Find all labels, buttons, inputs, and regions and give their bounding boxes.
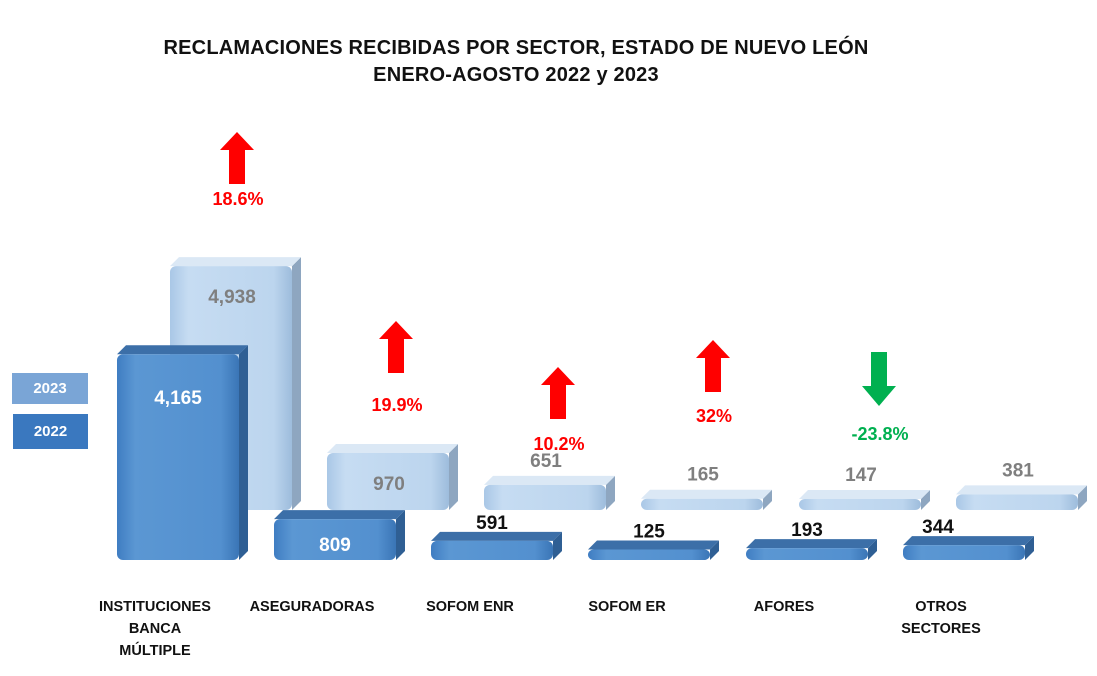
bar-2023: [641, 489, 772, 510]
data-label-2022: 125: [633, 522, 665, 543]
bar-2022-side: [239, 345, 248, 560]
category-label-line: SECTORES: [901, 621, 981, 637]
bar-2023-top: [799, 490, 930, 500]
bar-2023-top: [327, 444, 458, 453]
arrow-up-icon: [541, 367, 575, 419]
bar-2023-top: [484, 475, 615, 485]
bar-2022-side: [868, 539, 877, 560]
data-label-2023: 970: [373, 474, 405, 495]
bar-2023-side: [763, 489, 772, 510]
change-label: 32%: [696, 406, 732, 426]
bar-2022: [588, 540, 719, 560]
data-label-2023: 381: [1002, 460, 1034, 481]
bar-2023-side: [1078, 485, 1087, 510]
legend-label-2023: 2023: [33, 380, 67, 397]
legend-2023: 2023: [12, 373, 88, 404]
bar-2022-side: [553, 531, 562, 560]
bar-2023-side: [606, 475, 615, 510]
bar-2023-top: [641, 489, 772, 499]
bar-2023-front: [327, 453, 449, 510]
bar-2023-front: [641, 498, 763, 510]
chart-title: RECLAMACIONES RECIBIDAS POR SECTOR, ESTA…: [163, 37, 869, 59]
bar-2022-front: [746, 548, 868, 560]
bar-2022-side: [710, 540, 719, 560]
bar-2023-side: [449, 444, 458, 510]
category-label-line: MÚLTIPLE: [119, 643, 191, 659]
bar-2022-side: [1025, 536, 1034, 560]
bar-2023-top: [956, 485, 1087, 495]
arrow-up-icon: [696, 340, 730, 392]
bar-2022-front: [903, 545, 1025, 560]
bar-2022: [746, 539, 877, 560]
data-label-2022: 4,165: [154, 388, 202, 409]
legend-2022: 2022: [13, 414, 88, 449]
category-label-line: SOFOM ER: [588, 599, 666, 615]
category-label: SOFOM ENR: [400, 596, 540, 618]
chart-subtitle: ENERO-AGOSTO 2022 y 2023: [373, 64, 659, 86]
category-label: SOFOM ER: [557, 596, 697, 618]
bar-2023-side: [292, 257, 301, 510]
bar-2023-front: [799, 499, 921, 510]
category-label: INSTITUCIONES BANCA MÚLTIPLE: [85, 596, 225, 662]
change-label: 10.2%: [533, 434, 584, 454]
data-label-2023: 147: [845, 465, 877, 486]
bar-2022-front: [431, 540, 553, 560]
category-label-line: INSTITUCIONES: [99, 599, 211, 615]
category-label-line: ASEGURADORAS: [249, 599, 375, 615]
category-label: ASEGURADORAS: [242, 596, 382, 618]
bar-2022: [903, 536, 1034, 560]
category-label-line: BANCA: [128, 621, 182, 637]
bar-2023-front: [956, 494, 1078, 510]
arrow-down-icon: [862, 352, 896, 406]
bar-2023-front: [484, 484, 606, 510]
bar-2023: [484, 475, 615, 510]
legend-label-2022: 2022: [33, 423, 68, 440]
change-label: -23.8%: [851, 424, 908, 444]
arrow-up-icon: [379, 321, 413, 373]
data-label-2022: 809: [319, 535, 351, 556]
change-label: 18.6%: [212, 189, 263, 209]
category-label: AFORES: [714, 596, 854, 618]
bar-2022: [117, 345, 248, 560]
bar-2022: [274, 510, 405, 560]
bar-2023: [956, 485, 1087, 510]
category-label-line: OTROS: [915, 599, 967, 615]
bar-2022-side: [396, 510, 405, 560]
bar-2023: [327, 444, 458, 510]
data-label-2022: 193: [791, 520, 823, 541]
bar-2022-top: [117, 345, 248, 355]
bar-2022-top: [746, 539, 877, 549]
arrow-up-icon: [220, 132, 254, 184]
bar-2022-top: [588, 540, 719, 550]
bar-2023-top: [170, 257, 301, 267]
bar-2022: [431, 531, 562, 560]
category-label: OTROS SECTORES: [871, 596, 1011, 640]
bar-2022-top: [431, 531, 562, 541]
data-label-2022: 344: [922, 517, 954, 538]
bar-2022-front: [588, 549, 710, 560]
bar-2022-top: [274, 510, 405, 520]
bar-2023-side: [921, 490, 930, 510]
bar-2022-front: [117, 354, 239, 560]
data-label-2023: 651: [530, 451, 562, 472]
data-label-2022: 591: [476, 513, 508, 534]
bar-2023: [799, 490, 930, 510]
category-label-line: AFORES: [753, 599, 815, 615]
bar-2022-front: [274, 519, 396, 560]
bar-2022-top: [903, 536, 1034, 546]
change-label: 19.9%: [371, 395, 422, 415]
category-label-line: SOFOM ENR: [426, 599, 514, 615]
data-label-2023: 165: [687, 465, 719, 486]
data-label-2023: 4,938: [208, 287, 256, 308]
